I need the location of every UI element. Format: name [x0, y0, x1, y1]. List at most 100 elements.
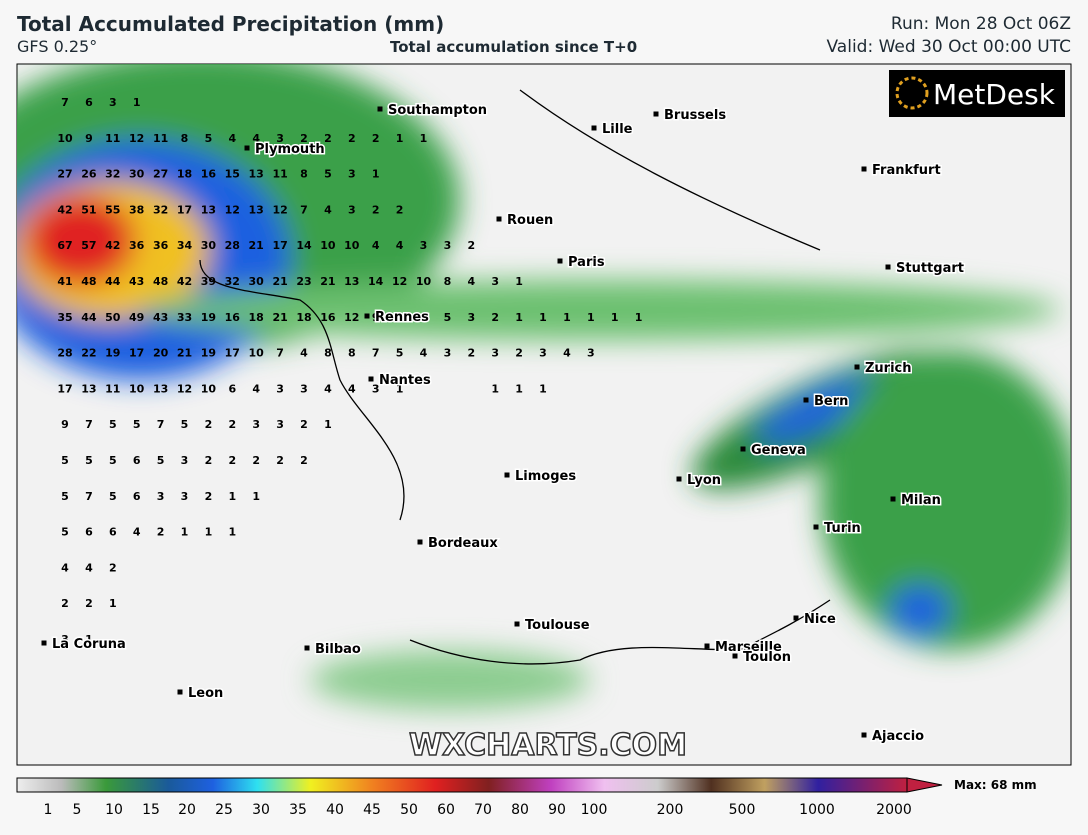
grid-value: 3 [300, 382, 308, 395]
colorbar-label: 5 [73, 802, 82, 818]
city-marker [793, 615, 799, 621]
city-marker [304, 645, 310, 651]
grid-value: 12 [272, 203, 287, 216]
grid-value: 3 [252, 418, 260, 431]
grid-value: 3 [491, 275, 499, 288]
grid-value: 1 [205, 526, 213, 539]
grid-value: 1 [133, 96, 141, 109]
grid-value: 5 [205, 132, 213, 145]
grid-value: 2 [276, 454, 284, 467]
colorbar-label: 1 [44, 802, 53, 818]
grid-value: 44 [105, 275, 121, 288]
grid-value: 32 [105, 168, 120, 181]
precip-field [17, 64, 1071, 710]
grid-value: 36 [153, 239, 169, 252]
city-label: Toulon [743, 650, 791, 665]
colorbar-arrow [906, 777, 943, 793]
grid-value: 5 [109, 490, 117, 503]
grid-value: 8 [396, 311, 404, 324]
grid-value: 2 [348, 132, 356, 145]
grid-value: 1 [109, 597, 117, 610]
grid-value: 30 [201, 239, 217, 252]
colorbar-label: 30 [252, 802, 270, 818]
city-label: La Coruna [52, 637, 126, 652]
grid-value: 2 [85, 597, 93, 610]
grid-value: 19 [201, 311, 216, 324]
run: Run: Mon 28 Oct 06Z [890, 14, 1071, 34]
logo-box [889, 70, 1065, 117]
colorbar [16, 777, 908, 793]
grid-value: 1 [491, 382, 499, 395]
grid-value: 3 [276, 382, 284, 395]
grid-value: 8 [348, 347, 356, 360]
city-label: Southampton [388, 103, 487, 118]
grid-value: 10 [249, 347, 265, 360]
grid-value: 7 [276, 347, 284, 360]
grid-value: 9 [85, 132, 93, 145]
grid-value: 3 [276, 418, 284, 431]
grid-value: 1 [228, 526, 236, 539]
grid-value: 17 [57, 382, 72, 395]
grid-value: 2 [300, 132, 308, 145]
city-label: Leon [188, 686, 223, 701]
grid-value: 1 [539, 382, 547, 395]
city-label: Nantes [379, 373, 431, 388]
grid-value: 12 [392, 275, 407, 288]
grid-value: 7 [85, 418, 93, 431]
grid-value: 3 [444, 239, 452, 252]
grid-value: 2 [372, 203, 380, 216]
grid-value: 4 [467, 275, 475, 288]
grid-value: 11 [105, 132, 120, 145]
grid-value: 8 [300, 168, 308, 181]
city-marker [377, 106, 383, 112]
grid-value: 7 [300, 203, 308, 216]
grid-value: 30 [129, 168, 145, 181]
grid-value: 3 [539, 347, 547, 360]
grid-value: 2 [205, 418, 213, 431]
grid-value: 18 [296, 311, 311, 324]
grid-value: 6 [133, 490, 141, 503]
grid-value: 3 [372, 382, 380, 395]
grid-value: 22 [81, 347, 96, 360]
grid-value: 3 [348, 168, 356, 181]
grid-value: 1 [539, 311, 547, 324]
grid-value: 1 [420, 132, 428, 145]
grid-value: 43 [153, 311, 168, 324]
grid-value: 13 [153, 382, 168, 395]
title: Total Accumulated Precipitation (mm) [17, 12, 445, 36]
grid-value: 4 [324, 382, 332, 395]
city-marker [653, 111, 659, 117]
grid-value: 32 [153, 203, 168, 216]
colorbar-label: 35 [289, 802, 307, 818]
grid-value: 2 [252, 454, 260, 467]
grid-value: 1 [396, 132, 404, 145]
grid-value: 2 [324, 132, 332, 145]
city-marker [854, 364, 860, 370]
grid-value: 4 [348, 382, 356, 395]
grid-value: 19 [201, 347, 216, 360]
grid-value: 3 [348, 203, 356, 216]
colorbar-label: 80 [511, 802, 529, 818]
grid-value: 13 [249, 168, 264, 181]
city-marker [890, 496, 896, 502]
city-marker [732, 653, 738, 659]
city-marker [504, 472, 510, 478]
model: GFS 0.25° [17, 37, 98, 56]
city-marker [740, 446, 746, 452]
grid-value: 3 [444, 347, 452, 360]
grid-value: 16 [320, 311, 336, 324]
grid-value: 30 [249, 275, 265, 288]
grid-value: 4 [252, 382, 260, 395]
city-label: Rouen [507, 213, 553, 228]
grid-value: 17 [225, 347, 240, 360]
grid-value: 2 [61, 597, 69, 610]
grid-value: 42 [105, 239, 120, 252]
grid-value: 21 [320, 275, 335, 288]
grid-value: 1 [372, 168, 380, 181]
grid-value: 1 [252, 490, 260, 503]
grid-value: 6 [85, 526, 93, 539]
logo-icon [895, 76, 929, 110]
grid-value: 17 [177, 203, 192, 216]
grid-value: 3 [276, 132, 284, 145]
grid-value: 15 [225, 168, 240, 181]
